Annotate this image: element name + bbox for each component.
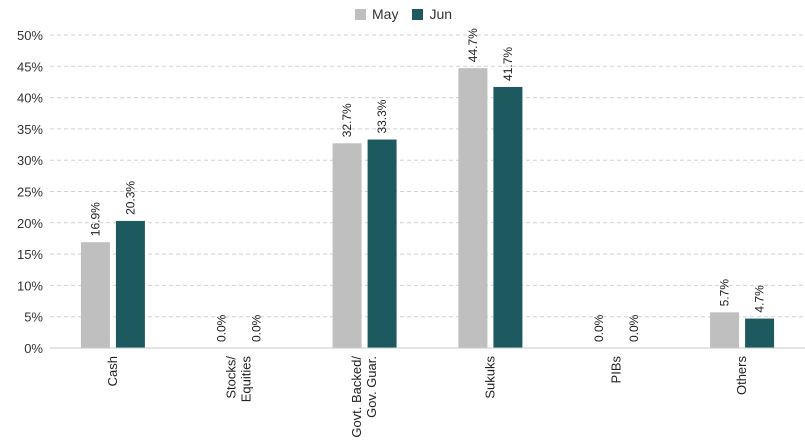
legend-label-may: May (372, 6, 399, 22)
data-label: 33.3% (375, 99, 389, 133)
y-tick-label: 50% (17, 28, 43, 43)
x-tick-label: Equities (238, 356, 253, 403)
bar-jun (115, 220, 145, 348)
legend-item-may[interactable]: May (355, 6, 398, 22)
data-label: 0.0% (592, 314, 606, 342)
legend-item-jun[interactable]: Jun (412, 6, 452, 22)
x-tick-label: Govt. Backed/ (349, 356, 364, 438)
y-tick-label: 20% (17, 216, 43, 231)
data-label: 0.0% (627, 314, 641, 342)
x-tick-label: PIBs (608, 356, 623, 384)
gridlines (50, 34, 805, 318)
y-tick-label: 5% (24, 310, 43, 325)
data-labels: 16.9% 20.3% 0.0% 0.0% 32.7% 33.3% 44.7% 41.7% 0.… (88, 28, 766, 342)
legend-swatch-jun (412, 8, 424, 20)
x-tick-label: Cash (105, 356, 120, 386)
bar-may (458, 68, 488, 348)
bar-may (710, 312, 740, 348)
legend: May Jun (355, 5, 452, 23)
bar-may (80, 242, 110, 348)
legend-label-jun: Jun (429, 6, 453, 22)
data-label: 44.7% (466, 28, 480, 62)
bar-jun (493, 86, 523, 348)
data-label: 4.7% (753, 285, 767, 313)
legend-swatch-may (355, 8, 366, 20)
y-axis: 0% 5% 10% 15% 20% 25% 30% 35% 40% 45% 50% (17, 28, 43, 356)
data-label: 16.9% (88, 202, 102, 236)
data-label: 0.0% (249, 314, 263, 342)
x-tick-label: Others (734, 356, 749, 396)
bar-may (332, 143, 362, 348)
data-label: 41.7% (501, 47, 515, 81)
y-tick-label: 15% (17, 247, 43, 262)
data-label: 20.3% (123, 181, 137, 215)
bar-jun (367, 139, 397, 348)
y-tick-label: 30% (17, 153, 43, 168)
bar-jun (745, 318, 775, 348)
y-tick-label: 25% (17, 185, 43, 200)
data-label: 0.0% (214, 314, 228, 342)
y-tick-label: 45% (17, 59, 43, 74)
y-tick-label: 35% (17, 122, 43, 137)
x-axis: Cash Stocks/Equities Govt. Backed/Gov. Gua… (50, 347, 805, 438)
x-tick-label: Sukuks (482, 356, 497, 399)
y-tick-label: 40% (17, 91, 43, 106)
y-tick-label: 10% (17, 278, 43, 293)
data-label: 5.7% (718, 279, 732, 307)
x-tick-label: Stocks/ (223, 356, 238, 399)
data-label: 32.7% (340, 103, 354, 137)
bars (80, 68, 775, 348)
y-tick-label: 0% (24, 341, 43, 356)
x-tick-label: Gov. Guar. (364, 356, 379, 418)
